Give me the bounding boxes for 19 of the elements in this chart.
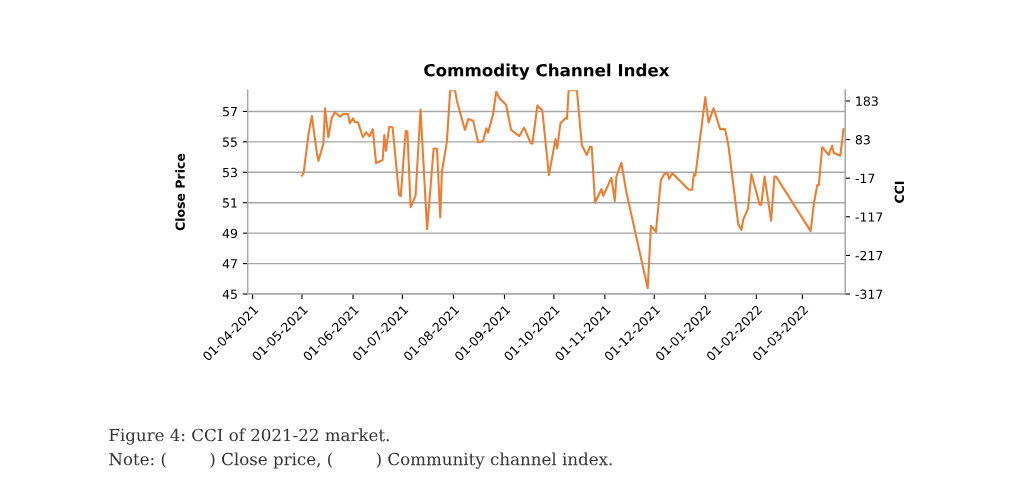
chart-title: Commodity Channel Index bbox=[424, 63, 670, 80]
line-series bbox=[300, 90, 845, 290]
text: Note: ( ) Close price, ( ) Community channel index. bbox=[109, 452, 612, 469]
caption: Figure 4: CCI of 2021-22 market. bbox=[109, 428, 389, 445]
y2-tick-label: 83 bbox=[855, 135, 870, 145]
y-axis-title: Close Price bbox=[175, 153, 185, 231]
y-tick-label: 51 bbox=[223, 198, 237, 208]
y-tick-label: 53 bbox=[223, 167, 237, 178]
y-tick-label: 45 bbox=[222, 289, 237, 299]
y2-tick-label: 183 bbox=[856, 96, 878, 106]
y2-tick-label: -217 bbox=[855, 250, 883, 261]
y-tick-label: 49 bbox=[222, 228, 238, 239]
y-tick-label: 55 bbox=[223, 137, 237, 147]
y2-tick-label: -117 bbox=[855, 212, 883, 222]
y-tick-label: 57 bbox=[223, 107, 237, 117]
y-tick-label: 47 bbox=[222, 259, 237, 269]
y2-axis-title: CCI bbox=[894, 181, 905, 203]
y2-tick-label: -17 bbox=[855, 173, 875, 183]
y2-tick-label: -317 bbox=[855, 289, 883, 299]
